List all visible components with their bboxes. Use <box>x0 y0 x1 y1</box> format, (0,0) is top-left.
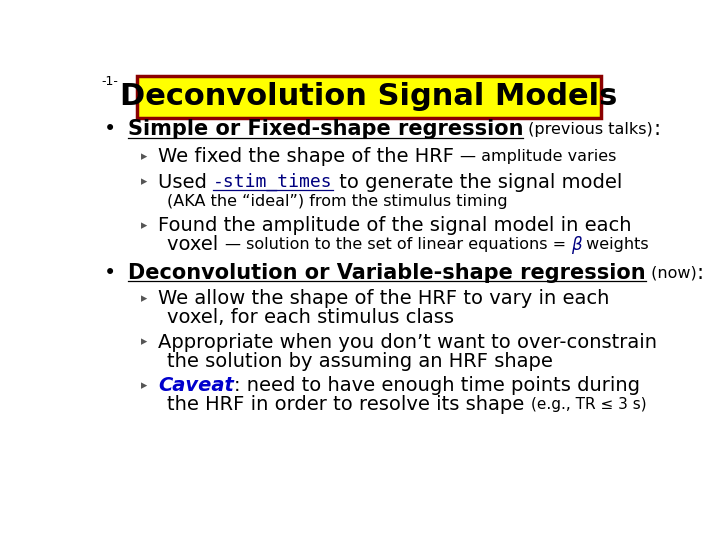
Text: Deconvolution Signal Models: Deconvolution Signal Models <box>120 82 618 111</box>
Text: Deconvolution or Variable-shape regression: Deconvolution or Variable-shape regressi… <box>128 262 646 283</box>
Text: (previous talks): (previous talks) <box>523 122 653 137</box>
Text: •: • <box>104 262 116 283</box>
Text: Simple or Fixed-shape regression: Simple or Fixed-shape regression <box>128 119 523 139</box>
Text: ▸: ▸ <box>141 219 148 232</box>
Text: Used: Used <box>158 173 213 192</box>
Text: to generate the signal model: to generate the signal model <box>333 173 622 192</box>
Text: voxel: voxel <box>167 235 225 254</box>
FancyBboxPatch shape <box>138 76 600 118</box>
Text: β: β <box>571 236 581 254</box>
Text: ▸: ▸ <box>141 292 148 305</box>
Text: — amplitude varies: — amplitude varies <box>460 149 617 164</box>
Text: Caveat: Caveat <box>158 376 234 395</box>
Text: weights: weights <box>581 238 649 252</box>
Text: — solution to the set of linear equations =: — solution to the set of linear equation… <box>225 238 571 252</box>
Text: (e.g., TR ≤ 3 s): (e.g., TR ≤ 3 s) <box>531 397 646 413</box>
Text: Appropriate when you don’t want to over-constrain: Appropriate when you don’t want to over-… <box>158 333 657 352</box>
Text: voxel, for each stimulus class: voxel, for each stimulus class <box>167 308 454 327</box>
Text: ▸: ▸ <box>141 150 148 163</box>
Text: -stim_times: -stim_times <box>213 173 333 191</box>
Text: :: : <box>653 119 660 139</box>
Text: (now): (now) <box>646 265 696 280</box>
Text: the solution by assuming an HRF shape: the solution by assuming an HRF shape <box>167 352 553 371</box>
Text: ▸: ▸ <box>141 176 148 188</box>
Text: : need to have enough time points during: : need to have enough time points during <box>234 376 640 395</box>
Text: (AKA the “ideal”) from the stimulus timing: (AKA the “ideal”) from the stimulus timi… <box>167 194 508 208</box>
Text: We fixed the shape of the HRF: We fixed the shape of the HRF <box>158 147 460 166</box>
Text: -1-: -1- <box>101 75 118 88</box>
Text: We allow the shape of the HRF to vary in each: We allow the shape of the HRF to vary in… <box>158 289 609 308</box>
Text: ▸: ▸ <box>141 336 148 349</box>
Text: ▸: ▸ <box>141 379 148 392</box>
Text: •: • <box>104 119 116 139</box>
Text: the HRF in order to resolve its shape: the HRF in order to resolve its shape <box>167 395 531 414</box>
Text: Found the amplitude of the signal model in each: Found the amplitude of the signal model … <box>158 216 631 235</box>
Text: :: : <box>696 262 703 283</box>
